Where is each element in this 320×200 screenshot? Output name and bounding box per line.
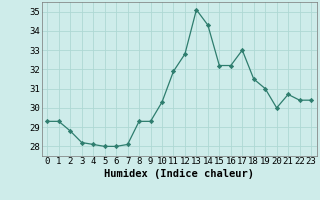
X-axis label: Humidex (Indice chaleur): Humidex (Indice chaleur): [104, 169, 254, 179]
